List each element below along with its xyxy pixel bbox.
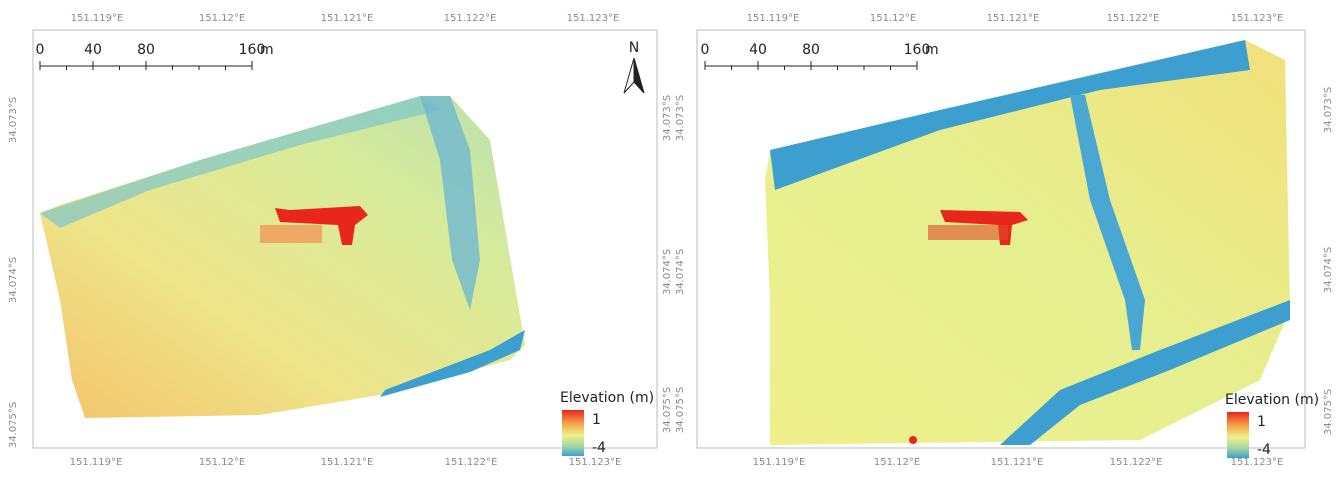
longitude-label: 151.123°E <box>1231 457 1284 468</box>
longitude-label: 151.123°E <box>567 13 620 24</box>
high-area <box>909 436 917 444</box>
high-area <box>275 206 368 245</box>
high-area <box>260 225 322 243</box>
scale-bar-unit: m <box>925 42 939 58</box>
longitude-label: 151.123°E <box>1231 13 1284 24</box>
north-arrow-label: N <box>629 40 639 56</box>
latitude-label: 34.074°S <box>662 249 673 295</box>
legend-title: Elevation (m) <box>560 390 654 406</box>
north-arrow <box>633 57 645 94</box>
legend-ramp <box>1227 412 1249 458</box>
channel <box>380 330 525 397</box>
longitude-label: 151.122°E <box>1110 457 1163 468</box>
longitude-label: 151.119°E <box>71 13 124 24</box>
channel <box>1070 95 1145 350</box>
latitude-label: 34.075°S <box>662 387 673 433</box>
longitude-label: 151.121°E <box>987 13 1040 24</box>
latitude-label: 34.074°S <box>8 257 19 303</box>
high-area <box>928 225 1008 240</box>
scale-bar-label: 0 <box>36 42 45 58</box>
longitude-label: 151.12°E <box>199 13 245 24</box>
longitude-label: 151.123°E <box>569 457 622 468</box>
longitude-label: 151.12°E <box>874 457 920 468</box>
low-area <box>40 96 440 228</box>
latitude-label: 34.075°S <box>8 402 19 448</box>
low-area <box>770 40 1250 190</box>
latitude-label: 34.073°S <box>675 95 686 141</box>
longitude-label: 151.122°E <box>444 13 497 24</box>
legend-max: 1 <box>592 412 601 428</box>
latitude-label: 34.074°S <box>675 249 686 295</box>
longitude-label: 151.121°E <box>991 457 1044 468</box>
longitude-label: 151.12°E <box>870 13 916 24</box>
scale-bar-label: 40 <box>84 42 102 58</box>
latitude-label: 34.073°S <box>662 95 673 141</box>
latitude-label: 34.075°S <box>675 387 686 433</box>
longitude-label: 151.122°E <box>445 457 498 468</box>
latitude-label: 34.074°S <box>1323 247 1334 293</box>
longitude-label: 151.12°E <box>199 457 245 468</box>
legend-max: 1 <box>1257 414 1266 430</box>
latitude-label: 34.073°S <box>1323 87 1334 133</box>
channel <box>420 96 480 310</box>
latitude-label: 34.075°S <box>1323 389 1334 435</box>
scale-bar-label: 160 <box>904 42 931 58</box>
longitude-label: 151.119°E <box>753 457 806 468</box>
longitude-label: 151.119°E <box>747 13 800 24</box>
channel <box>1000 300 1290 445</box>
legend-title: Elevation (m) <box>1225 392 1319 408</box>
scale-bar-label: 40 <box>749 42 767 58</box>
scale-bar-unit: m <box>260 42 274 58</box>
latitude-label: 34.073°S <box>8 97 19 143</box>
longitude-label: 151.121°E <box>321 13 374 24</box>
legend-ramp <box>562 410 584 456</box>
longitude-label: 151.122°E <box>1107 13 1160 24</box>
scale-bar-label: 80 <box>802 42 820 58</box>
scale-bar-label: 0 <box>701 42 710 58</box>
longitude-label: 151.119°E <box>70 457 123 468</box>
legend-min: -4 <box>592 440 606 456</box>
scale-bar-label: 160 <box>239 42 266 58</box>
legend-min: -4 <box>1257 442 1271 458</box>
scale-bar-label: 80 <box>137 42 155 58</box>
longitude-label: 151.121°E <box>321 457 374 468</box>
